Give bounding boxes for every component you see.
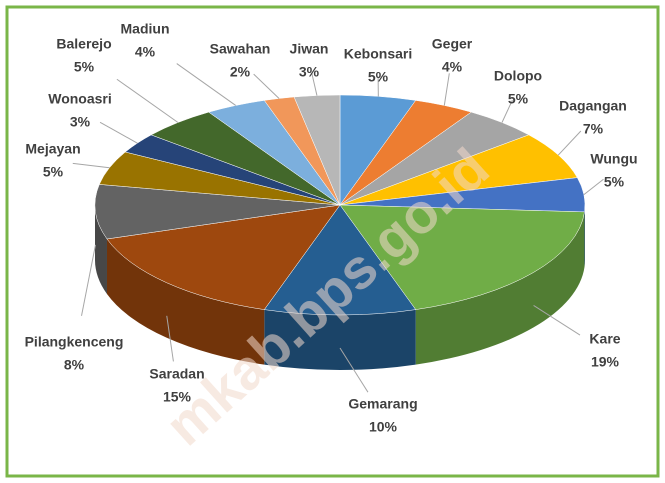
label-value: 4% bbox=[442, 59, 463, 75]
slice bbox=[106, 204, 341, 310]
slice bbox=[94, 184, 341, 240]
label-name: Dagangan bbox=[559, 98, 627, 114]
label-name: Balerejo bbox=[56, 36, 111, 52]
leader-line bbox=[533, 304, 581, 336]
label-value: 2% bbox=[230, 64, 251, 80]
label-name: Geger bbox=[432, 36, 473, 52]
label-name: Jiwan bbox=[290, 41, 329, 57]
leader-line bbox=[501, 99, 513, 123]
slice-side bbox=[106, 238, 265, 365]
slice bbox=[339, 134, 578, 206]
label-value: 19% bbox=[591, 354, 620, 370]
leader-line bbox=[557, 130, 582, 156]
label-value: 5% bbox=[43, 164, 64, 180]
leader-line bbox=[99, 121, 138, 144]
label-value: 3% bbox=[299, 64, 320, 80]
label-name: Pilangkenceng bbox=[25, 334, 124, 350]
leader-line bbox=[72, 162, 110, 169]
label-value: 3% bbox=[70, 114, 91, 130]
label-name: Madiun bbox=[121, 21, 170, 37]
label-value: 5% bbox=[74, 59, 95, 75]
leader-line bbox=[311, 72, 318, 96]
labels: Kebonsari 5% Geger 4% Dolopo 5% Dagangan 7% Wung… bbox=[25, 21, 638, 435]
label-name: Sawahan bbox=[210, 41, 271, 57]
label-name: Wonoasri bbox=[48, 91, 112, 107]
slice-side bbox=[264, 309, 416, 370]
label-value: 5% bbox=[604, 174, 625, 190]
label-name: Dolopo bbox=[494, 68, 542, 84]
label-name: Gemarang bbox=[348, 396, 417, 412]
leader-line bbox=[443, 73, 450, 106]
label-value: 8% bbox=[64, 357, 85, 373]
label-value: 4% bbox=[135, 44, 156, 60]
leader-line bbox=[81, 244, 96, 316]
label-value: 5% bbox=[368, 69, 389, 85]
label-name: Mejayan bbox=[25, 141, 80, 157]
label-value: 10% bbox=[369, 419, 398, 435]
leader-line bbox=[176, 63, 236, 106]
slice bbox=[339, 204, 585, 310]
slice bbox=[263, 204, 417, 316]
label-name: Wungu bbox=[590, 151, 637, 167]
slice bbox=[293, 94, 341, 206]
leader-line bbox=[166, 315, 174, 362]
label-value: 15% bbox=[163, 389, 192, 405]
label-name: Saradan bbox=[149, 366, 204, 382]
label-name: Kebonsari bbox=[344, 46, 412, 62]
pie bbox=[94, 94, 586, 370]
leader-line bbox=[583, 178, 604, 196]
leader-line bbox=[253, 73, 280, 99]
label-name: Kare bbox=[589, 331, 620, 347]
label-value: 7% bbox=[583, 121, 604, 137]
label-value: 5% bbox=[508, 91, 529, 107]
slice-side bbox=[95, 205, 107, 294]
leader-line bbox=[339, 347, 369, 393]
leader-line bbox=[116, 78, 179, 123]
